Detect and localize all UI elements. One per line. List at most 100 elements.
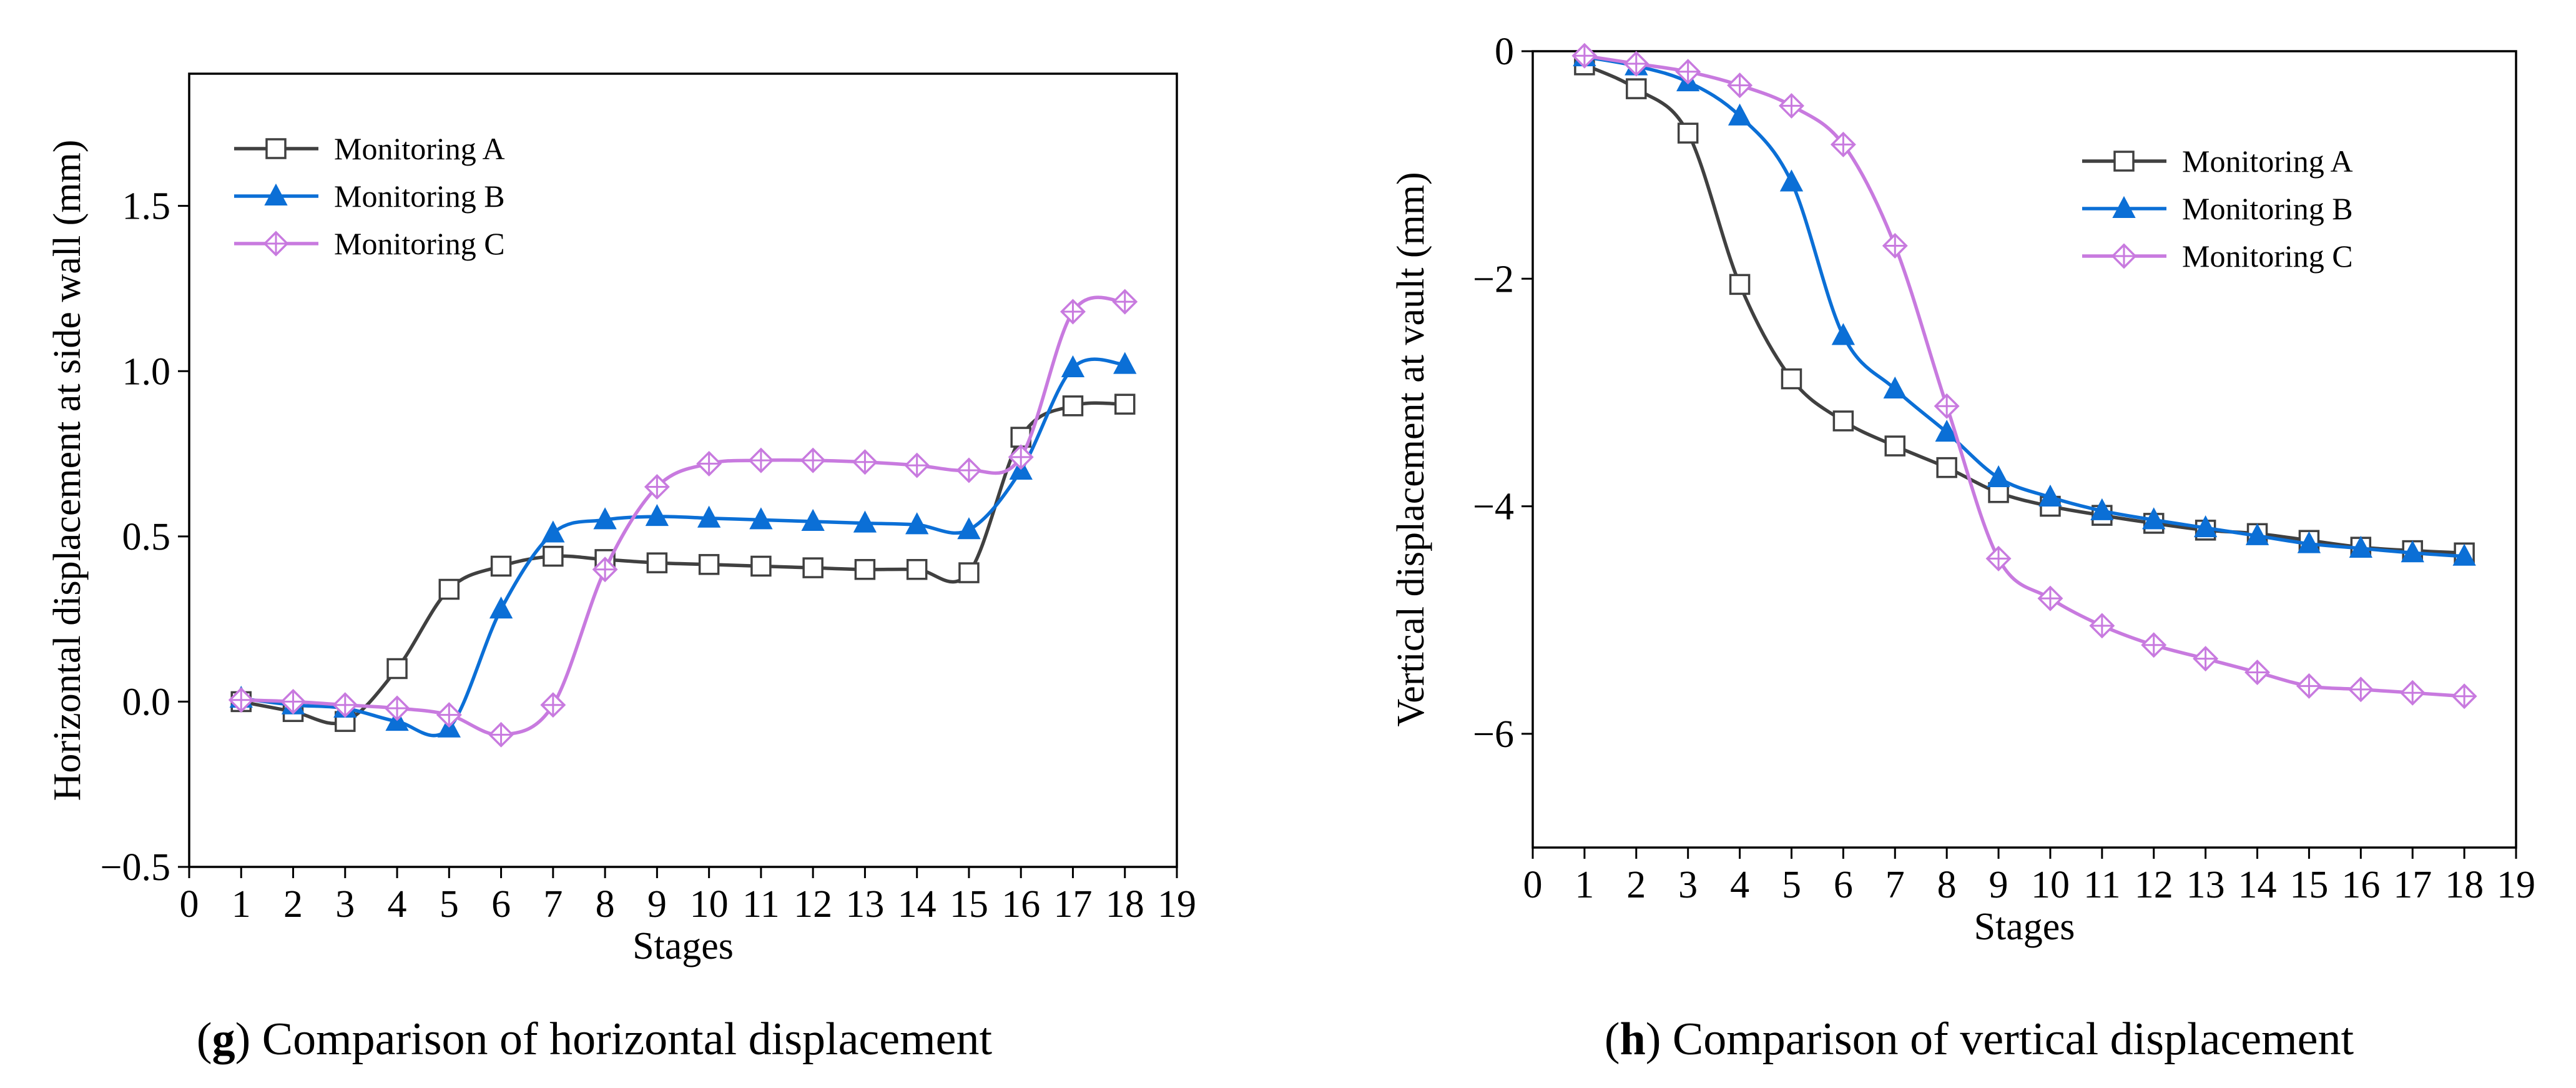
data-point bbox=[2090, 498, 2114, 520]
caption-text: Comparison of vertical displacement bbox=[1661, 1014, 2354, 1065]
data-point bbox=[750, 555, 772, 577]
caption-close-paren: ) bbox=[1646, 1014, 1661, 1065]
x-tick-label: 8 bbox=[1937, 864, 1957, 906]
data-point bbox=[646, 552, 668, 573]
y-tick-label: −2 bbox=[1473, 258, 1514, 300]
legend-label: Monitoring B bbox=[2182, 191, 2353, 226]
y-tick-label: 0 bbox=[1495, 31, 1514, 73]
data-point bbox=[749, 507, 773, 530]
x-tick-label: 1 bbox=[1575, 864, 1594, 906]
data-point bbox=[1626, 78, 1647, 99]
legend-label: Monitoring B bbox=[334, 179, 505, 214]
data-point bbox=[904, 452, 930, 478]
series-monitoring-c bbox=[228, 289, 1138, 748]
x-tick-label: 19 bbox=[1158, 883, 1196, 926]
x-tick-label: 6 bbox=[1834, 864, 1853, 906]
series-monitoring-a bbox=[1574, 54, 2475, 563]
data-point bbox=[801, 508, 825, 532]
data-point bbox=[1623, 51, 1649, 77]
x-tick-label: 3 bbox=[335, 883, 355, 926]
data-point bbox=[1729, 274, 1751, 295]
data-point bbox=[1728, 103, 1752, 126]
x-tick-label: 9 bbox=[1989, 864, 2008, 906]
data-point bbox=[853, 510, 877, 533]
legend-marker bbox=[263, 230, 289, 257]
data-point bbox=[2038, 484, 2062, 507]
y-tick-label: 0.5 bbox=[122, 516, 171, 558]
y-tick-label: 1.0 bbox=[122, 350, 171, 393]
data-point bbox=[1061, 355, 1085, 377]
data-point bbox=[1778, 92, 1804, 119]
x-tick-label: 17 bbox=[2393, 864, 2432, 906]
data-point bbox=[1830, 131, 1856, 157]
data-point bbox=[906, 559, 928, 580]
x-tick-label: 2 bbox=[283, 883, 303, 926]
y-axis: −0.5 0.0 0.5 1.0 1.5 bbox=[101, 185, 189, 889]
data-point bbox=[592, 556, 618, 583]
x-tick-label: 17 bbox=[1053, 883, 1092, 926]
data-point bbox=[1883, 376, 1907, 398]
x-tick-label: 0 bbox=[180, 883, 199, 926]
x-tick-label: 1 bbox=[232, 883, 251, 926]
figure-caption: (h) Comparison of vertical displacement bbox=[1605, 1014, 2354, 1065]
data-point bbox=[1985, 545, 2012, 571]
data-point bbox=[748, 447, 774, 473]
data-point bbox=[386, 658, 408, 680]
data-point bbox=[2399, 680, 2426, 706]
x-tick-label: 9 bbox=[647, 883, 667, 926]
data-point bbox=[2245, 523, 2269, 545]
data-point bbox=[1008, 444, 1034, 470]
data-point bbox=[1675, 59, 1701, 85]
data-point bbox=[1727, 72, 1753, 99]
data-point bbox=[1114, 393, 1136, 415]
plot-frame bbox=[1531, 50, 2517, 849]
data-point bbox=[800, 447, 826, 473]
legend-marker bbox=[2113, 151, 2135, 172]
data-point bbox=[958, 562, 980, 583]
chart-vertical-displacement: 0 1 2 3 4 5 6 7 8 9 10 11 12 13 14 15 16 17 18 19−6−4−20Sta… bbox=[1390, 31, 2535, 1065]
data-point bbox=[490, 555, 512, 577]
data-point bbox=[1781, 368, 1802, 390]
data-point bbox=[1062, 395, 1084, 417]
caption-open-paren: ( bbox=[1605, 1014, 1620, 1065]
x-axis: 0 1 2 3 4 5 6 7 8 9 10 11 12 13 14 15 16 17 18 19 bbox=[1523, 848, 2535, 906]
data-point bbox=[2037, 585, 2063, 611]
data-point bbox=[1832, 410, 1854, 432]
x-tick-label: 11 bbox=[742, 883, 780, 926]
series-line bbox=[1584, 55, 2465, 558]
y-tick-label: 1.5 bbox=[122, 185, 171, 228]
chart-horizontal-displacement: 0 1 2 3 4 5 6 7 8 9 10 11 12 13 14 15 16 17 18 19−0.50.00.5… bbox=[46, 72, 1196, 1065]
x-tick-label: 3 bbox=[1678, 864, 1698, 906]
data-point bbox=[2089, 613, 2115, 639]
x-tick-label: 15 bbox=[2289, 864, 2328, 906]
caption-close-paren: ) bbox=[235, 1014, 251, 1065]
data-point bbox=[1571, 42, 1598, 69]
legend-label: Monitoring A bbox=[2182, 144, 2353, 179]
legend-label: Monitoring A bbox=[334, 131, 505, 166]
x-axis-title: Stages bbox=[632, 925, 734, 967]
data-point bbox=[280, 688, 307, 715]
x-tick-label: 10 bbox=[690, 883, 729, 926]
x-axis-title: Stages bbox=[1974, 906, 2075, 948]
x-tick-label: 19 bbox=[2497, 864, 2535, 906]
data-point bbox=[543, 545, 564, 567]
data-point bbox=[1059, 299, 1086, 325]
series-monitoring-b bbox=[1573, 44, 2476, 566]
data-point bbox=[1934, 393, 1960, 419]
y-axis-title: Horizontal displacement at side wall (mm… bbox=[46, 140, 89, 801]
data-point bbox=[593, 507, 617, 530]
data-point bbox=[384, 695, 410, 721]
series-line bbox=[1583, 63, 2465, 555]
data-point bbox=[696, 450, 722, 477]
data-point bbox=[2142, 507, 2166, 530]
x-tick-label: 12 bbox=[794, 883, 832, 926]
data-point bbox=[2297, 531, 2321, 553]
x-tick-label: 7 bbox=[1885, 864, 1905, 906]
series-monitoring-a bbox=[230, 393, 1136, 732]
caption-letter: h bbox=[1620, 1014, 1646, 1065]
data-point bbox=[2244, 660, 2271, 685]
data-point bbox=[2349, 535, 2372, 558]
x-tick-label: 6 bbox=[491, 883, 511, 926]
data-point bbox=[2452, 543, 2476, 566]
